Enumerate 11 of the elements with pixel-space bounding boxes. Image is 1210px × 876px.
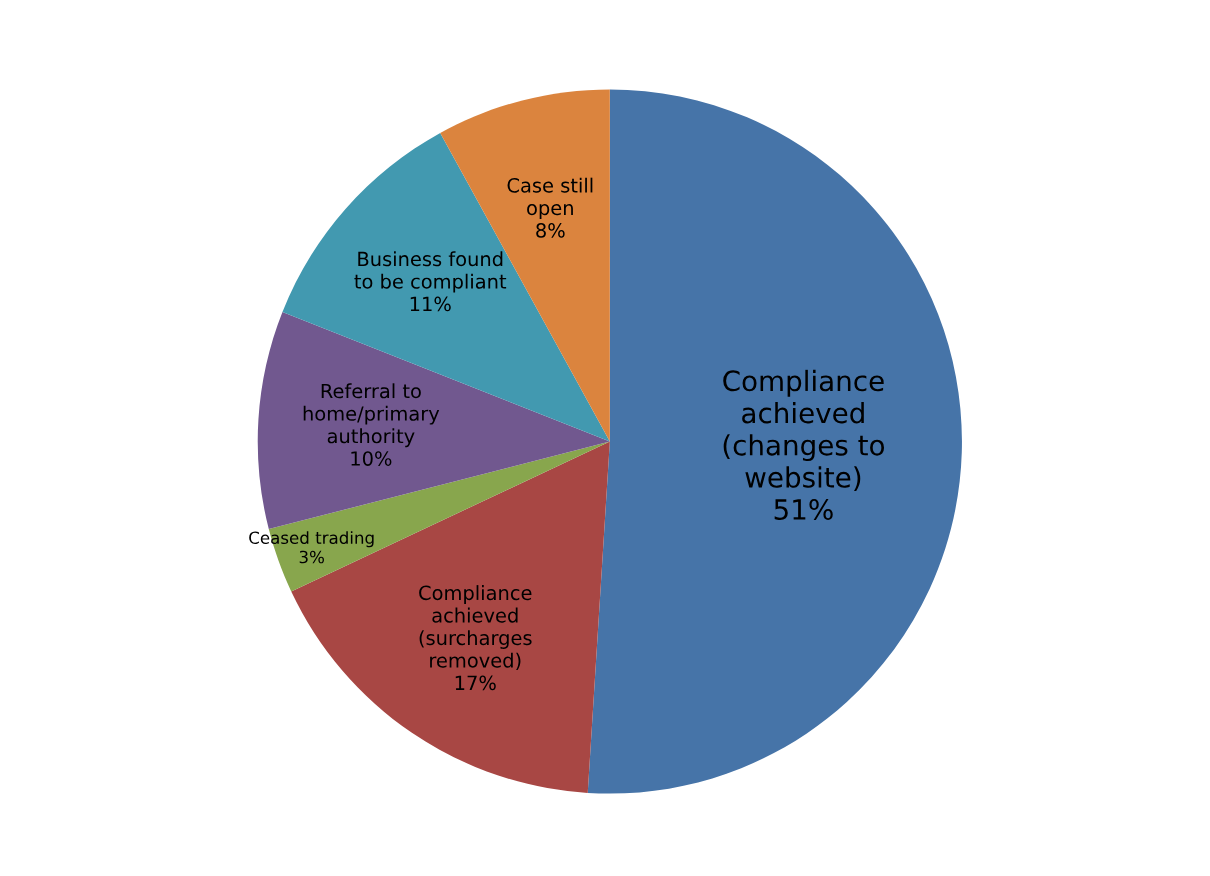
slice-label: Compliance achieved (surcharges removed) <box>419 585 532 670</box>
slice-label: Compliance achieved (changes to website) <box>723 369 885 492</box>
slice-label: Case still open <box>507 177 593 219</box>
data-label: 17% <box>455 675 496 691</box>
data-label: 8% <box>536 223 565 238</box>
data-label: 3% <box>299 550 324 564</box>
data-label: 11% <box>410 296 451 312</box>
data-label: 10% <box>351 451 392 466</box>
slice-label: Business found to be compliant <box>354 251 507 293</box>
slice-label: Referral to home/primary authority <box>303 383 440 448</box>
data-label: 51% <box>774 498 833 520</box>
